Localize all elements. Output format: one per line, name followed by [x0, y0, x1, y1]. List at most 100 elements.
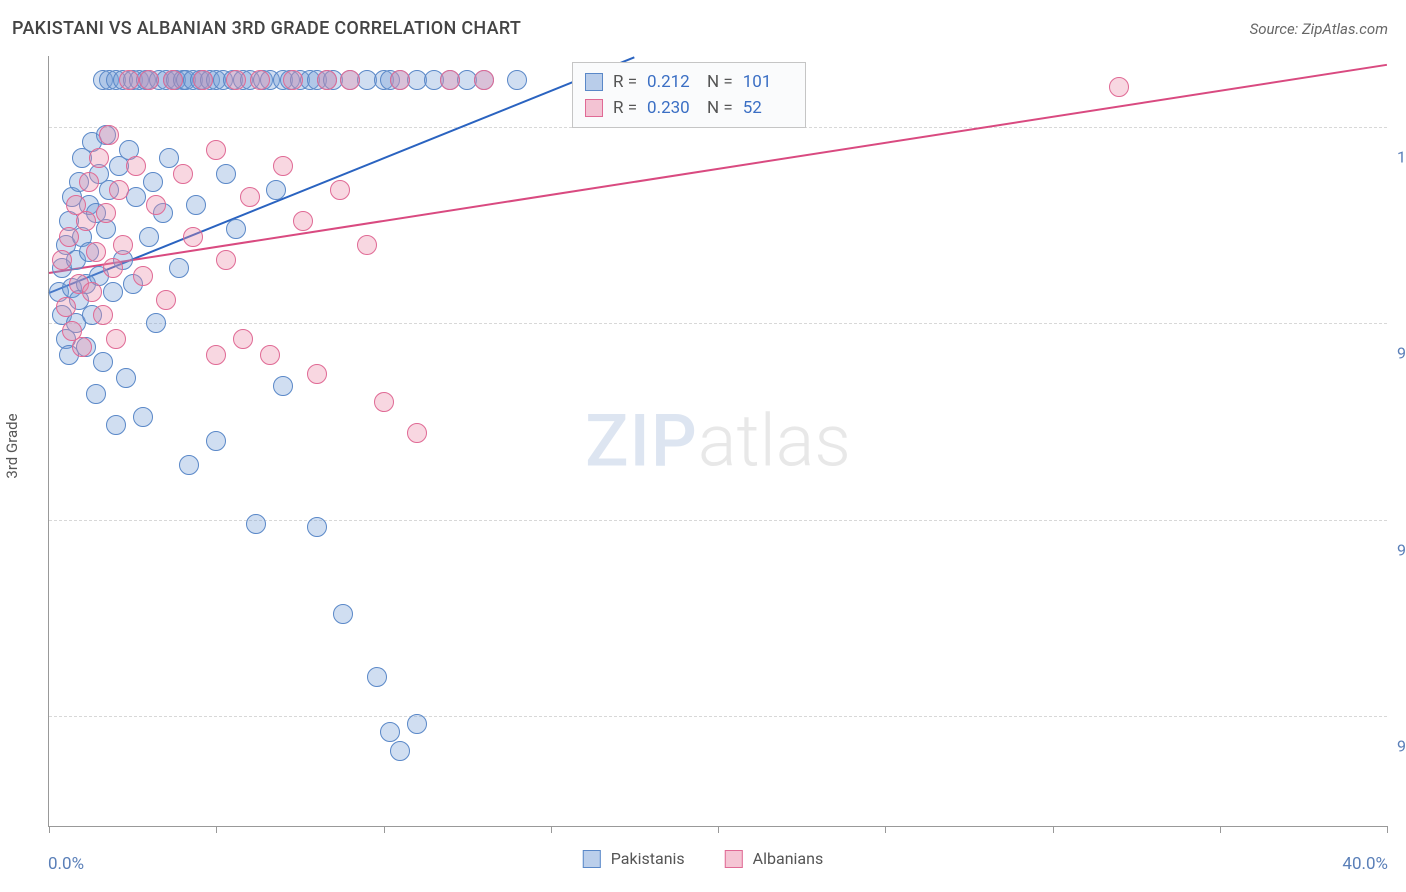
data-point-albanians: [119, 70, 139, 90]
n-label: N =: [707, 69, 733, 95]
x-tick: [1387, 826, 1388, 833]
data-point-pakistanis: [179, 455, 199, 475]
data-point-albanians: [109, 180, 129, 200]
data-point-albanians: [226, 70, 246, 90]
grid-line: [49, 323, 1387, 324]
data-point-pakistanis: [367, 667, 387, 687]
data-point-pakistanis: [116, 368, 136, 388]
data-point-albanians: [72, 337, 92, 357]
chart-container: PAKISTANI VS ALBANIAN 3RD GRADE CORRELAT…: [0, 0, 1406, 892]
n-value: 101: [743, 69, 793, 95]
data-point-pakistanis: [273, 376, 293, 396]
data-point-albanians: [357, 235, 377, 255]
data-point-albanians: [103, 258, 123, 278]
x-tick: [49, 826, 50, 833]
data-point-albanians: [106, 329, 126, 349]
data-point-pakistanis: [266, 180, 286, 200]
legend-item: Albanians: [725, 849, 824, 868]
data-point-pakistanis: [146, 313, 166, 333]
data-point-albanians: [163, 70, 183, 90]
data-point-albanians: [76, 211, 96, 231]
data-point-pakistanis: [507, 70, 527, 90]
y-tick-label: 97.5%: [1397, 344, 1406, 363]
data-point-pakistanis: [390, 741, 410, 761]
legend-swatch: [725, 850, 743, 868]
stats-legend: R = 0.212 N = 101R = 0.230 N = 52: [572, 62, 806, 128]
r-label: R =: [613, 69, 637, 95]
legend-swatch: [583, 850, 601, 868]
n-label: N =: [707, 95, 733, 121]
stats-legend-row: R = 0.212 N = 101: [585, 69, 793, 95]
data-point-pakistanis: [206, 431, 226, 451]
y-tick-label: 100.0%: [1397, 147, 1406, 166]
data-point-albanians: [139, 70, 159, 90]
data-point-pakistanis: [186, 195, 206, 215]
data-point-pakistanis: [246, 514, 266, 534]
data-point-albanians: [1109, 77, 1129, 97]
data-point-albanians: [156, 290, 176, 310]
data-point-pakistanis: [86, 384, 106, 404]
data-point-albanians: [250, 70, 270, 90]
data-point-pakistanis: [407, 714, 427, 734]
x-tick: [1053, 826, 1054, 833]
data-point-albanians: [146, 195, 166, 215]
grid-line: [49, 716, 1387, 717]
data-point-albanians: [240, 187, 260, 207]
data-point-albanians: [113, 235, 133, 255]
y-tick-label: 95.0%: [1397, 540, 1406, 559]
plot-area: ZIPatlas 100.0%97.5%95.0%92.5%: [48, 56, 1387, 827]
n-value: 52: [743, 95, 793, 121]
x-tick: [1220, 826, 1221, 833]
data-point-pakistanis: [133, 407, 153, 427]
data-point-pakistanis: [93, 352, 113, 372]
data-point-albanians: [82, 282, 102, 302]
chart-title: PAKISTANI VS ALBANIAN 3RD GRADE CORRELAT…: [12, 18, 521, 39]
y-axis-label: 3rd Grade: [3, 413, 21, 478]
r-value: 0.230: [647, 95, 697, 121]
data-point-albanians: [330, 180, 350, 200]
source-label: Source: ZipAtlas.com: [1250, 20, 1388, 38]
data-point-pakistanis: [143, 172, 163, 192]
x-axis-min-label: 0.0%: [48, 854, 84, 874]
data-point-albanians: [407, 423, 427, 443]
legend-swatch: [585, 99, 603, 117]
data-point-albanians: [52, 250, 72, 270]
stats-legend-row: R =0.230N =52: [585, 95, 793, 121]
data-point-albanians: [474, 70, 494, 90]
data-point-albanians: [173, 164, 193, 184]
data-point-albanians: [374, 392, 394, 412]
data-point-pakistanis: [333, 604, 353, 624]
x-tick: [384, 826, 385, 833]
watermark: ZIPatlas: [585, 399, 851, 484]
data-point-albanians: [79, 172, 99, 192]
data-point-albanians: [307, 364, 327, 384]
data-point-albanians: [126, 156, 146, 176]
data-point-albanians: [183, 227, 203, 247]
x-tick: [885, 826, 886, 833]
data-point-albanians: [96, 203, 116, 223]
data-point-albanians: [56, 297, 76, 317]
data-point-pakistanis: [139, 227, 159, 247]
data-point-albanians: [193, 70, 213, 90]
data-point-albanians: [93, 305, 113, 325]
legend-item: Pakistanis: [583, 849, 685, 868]
r-value: 0.212: [647, 69, 697, 95]
data-point-albanians: [99, 125, 119, 145]
x-tick: [551, 826, 552, 833]
legend-swatch: [585, 73, 603, 91]
x-tick: [718, 826, 719, 833]
data-point-albanians: [260, 345, 280, 365]
data-point-albanians: [216, 250, 236, 270]
data-point-albanians: [273, 156, 293, 176]
data-point-albanians: [233, 329, 253, 349]
x-tick: [216, 826, 217, 833]
data-point-albanians: [206, 345, 226, 365]
data-point-albanians: [206, 140, 226, 160]
data-point-albanians: [293, 211, 313, 231]
data-point-albanians: [390, 70, 410, 90]
data-point-pakistanis: [226, 219, 246, 239]
data-point-albanians: [89, 148, 109, 168]
data-point-pakistanis: [169, 258, 189, 278]
data-point-pakistanis: [106, 415, 126, 435]
data-point-albanians: [317, 70, 337, 90]
